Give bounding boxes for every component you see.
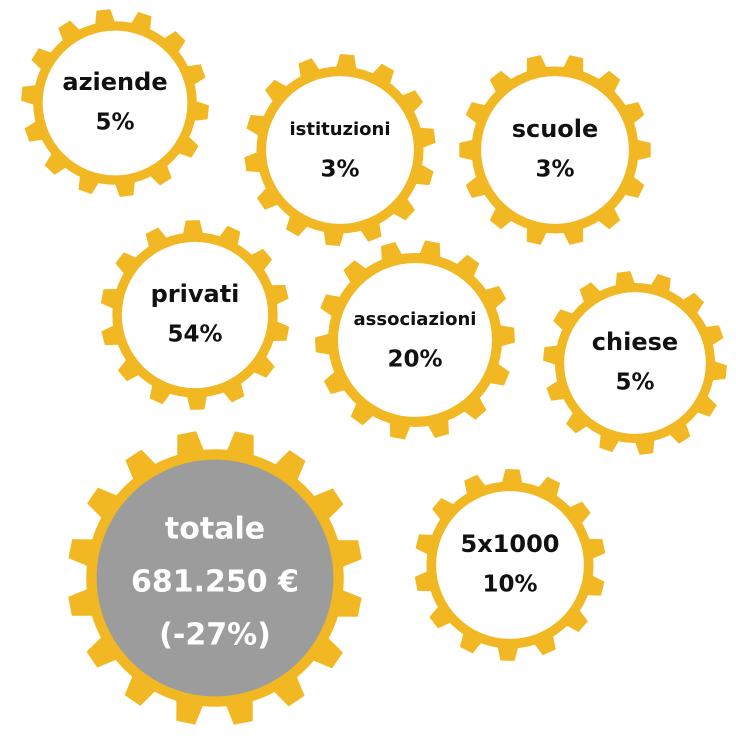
gear-center bbox=[121, 241, 269, 389]
node-label: privati bbox=[151, 280, 240, 308]
total-label: totale bbox=[165, 512, 265, 547]
gear-center bbox=[42, 30, 188, 176]
node-label: chiese bbox=[592, 328, 678, 356]
node-value: 3% bbox=[320, 157, 359, 183]
gear-center bbox=[338, 263, 492, 417]
node-value: 10% bbox=[482, 572, 537, 598]
node-label: istituzioni bbox=[289, 119, 390, 140]
gear-center bbox=[436, 491, 584, 639]
node-value: 54% bbox=[167, 322, 222, 348]
gear-center bbox=[266, 76, 414, 224]
gear-center bbox=[481, 76, 629, 224]
total-amount: 681.250 € bbox=[131, 565, 299, 600]
node-value: 20% bbox=[387, 347, 442, 373]
node-label: associazioni bbox=[354, 309, 477, 330]
node-label: 5x1000 bbox=[461, 530, 560, 558]
node-value: 3% bbox=[535, 157, 574, 183]
gear-center bbox=[564, 292, 706, 434]
node-label: aziende bbox=[62, 68, 167, 96]
node-value: 5% bbox=[615, 370, 654, 396]
node-value: 5% bbox=[95, 110, 134, 136]
gear-center bbox=[96, 459, 334, 697]
node-label: scuole bbox=[512, 115, 599, 143]
total-change: (-27%) bbox=[159, 618, 271, 653]
